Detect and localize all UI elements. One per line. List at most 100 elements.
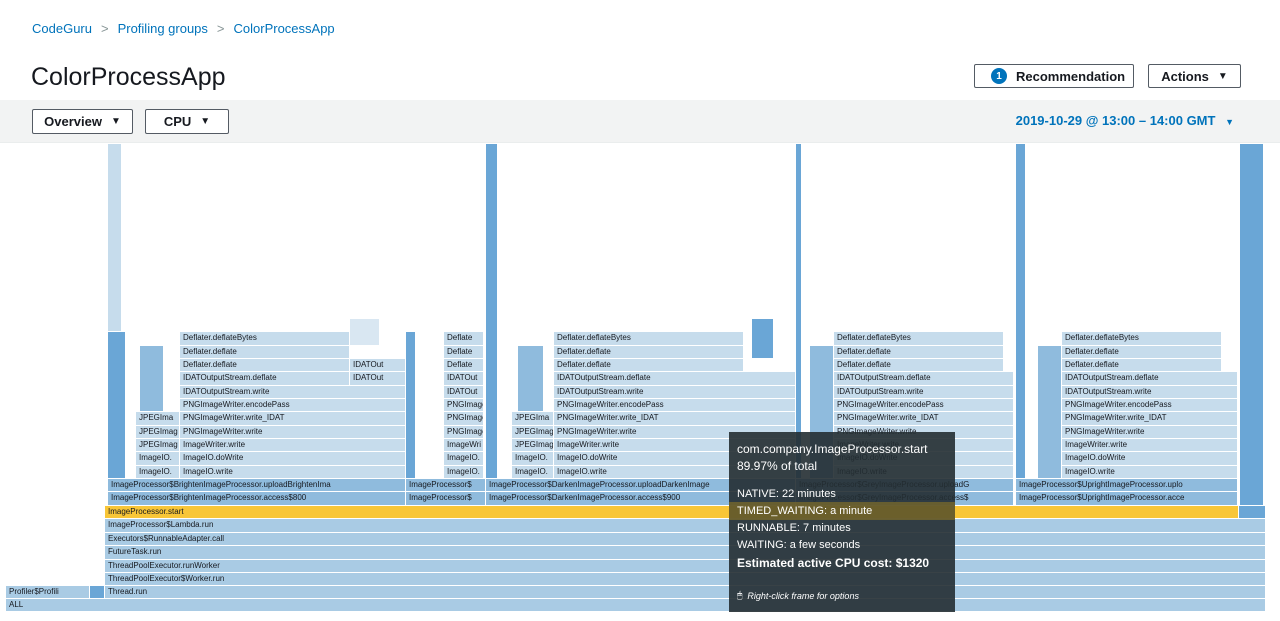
frame-futuretask-run[interactable]: FutureTask.run [105, 545, 1266, 559]
frame[interactable]: JPEGImag [512, 438, 554, 451]
frame[interactable]: ImageIO. [512, 465, 554, 478]
frame[interactable]: JPEGImag [136, 425, 180, 438]
frame[interactable]: IDATOut [444, 385, 484, 398]
frame[interactable]: PNGImageWriter.encodePass [1062, 398, 1238, 411]
frame[interactable]: ImageWri [444, 438, 484, 451]
frame-imageprocessor[interactable]: ImageProcessor$ [406, 478, 486, 491]
frame[interactable]: JPEGImag [512, 425, 554, 438]
frame[interactable]: Deflater.deflate [180, 345, 350, 358]
frame[interactable]: Deflater.deflateBytes [1062, 331, 1222, 345]
frame[interactable] [1239, 505, 1266, 518]
actions-button[interactable]: Actions ▼ [1148, 64, 1241, 88]
recommendation-button[interactable]: 1 Recommendation [974, 64, 1134, 88]
frame[interactable]: Deflate [444, 331, 484, 345]
frame[interactable]: ImageIO. [136, 451, 180, 465]
frame[interactable]: PNGImage [444, 425, 484, 438]
frame[interactable] [796, 143, 802, 478]
frame-runworker[interactable]: ThreadPoolExecutor.runWorker [105, 559, 1266, 572]
frame[interactable]: Deflater.deflateBytes [554, 331, 744, 345]
frame[interactable]: PNGImageWriter.write [1062, 425, 1238, 438]
frame[interactable]: PNGImage [444, 398, 484, 411]
frame[interactable]: JPEGIma [512, 411, 554, 425]
frame[interactable]: Deflater.deflate [1062, 345, 1222, 358]
breadcrumb-current[interactable]: ColorProcessApp [233, 21, 335, 36]
time-range-value: 2019-10-29 @ 13:00 – 14:00 GMT [1015, 113, 1216, 128]
frame[interactable] [518, 345, 544, 411]
frame[interactable] [108, 331, 126, 478]
frame-all[interactable]: ALL [6, 598, 1266, 611]
breadcrumb-profiling-groups[interactable]: Profiling groups [117, 21, 208, 36]
frame-imageprocessor-start[interactable]: ImageProcessor.start [105, 505, 1239, 518]
frame[interactable]: IDATOutputStream.write [554, 385, 796, 398]
frame[interactable]: ImageIO. [444, 451, 484, 465]
frame[interactable]: Deflater.deflate [554, 358, 744, 371]
frame[interactable] [1016, 143, 1026, 478]
frame[interactable]: Deflater.deflate [180, 358, 350, 371]
frame-imageprocessor[interactable]: ImageProcessor$ [406, 491, 486, 505]
frame[interactable]: IDATOut [350, 371, 406, 385]
frame[interactable]: ImageWriter.write [180, 438, 406, 451]
view-select[interactable]: Overview ▼ [32, 109, 133, 134]
frame[interactable] [1038, 345, 1062, 478]
frame[interactable]: Deflate [444, 345, 484, 358]
frame-lambda-run[interactable]: ImageProcessor$Lambda.run [105, 518, 1266, 532]
frame[interactable]: IDATOut [444, 371, 484, 385]
frame[interactable]: PNGImageWriter.write [180, 425, 406, 438]
frame[interactable]: PNGImageWriter.write_IDAT [180, 411, 406, 425]
frame[interactable] [1240, 143, 1264, 505]
metric-select[interactable]: CPU ▼ [145, 109, 229, 134]
frame[interactable]: JPEGIma [136, 411, 180, 425]
frame[interactable] [108, 143, 122, 331]
caret-down-icon: ▼ [1225, 117, 1234, 127]
frame[interactable]: ImageIO.write [1062, 465, 1238, 478]
breadcrumb-codeguru[interactable]: CodeGuru [32, 21, 92, 36]
frame[interactable]: IDATOutputStream.write [1062, 385, 1238, 398]
frame[interactable]: ImageIO. [136, 465, 180, 478]
frame[interactable]: PNGImageWriter.encodePass [554, 398, 796, 411]
frame[interactable]: Deflate [444, 358, 484, 371]
frame[interactable]: PNGImageWriter.write_IDAT [554, 411, 796, 425]
frame[interactable] [406, 331, 416, 478]
frame[interactable]: ImageWriter.write [1062, 438, 1238, 451]
frame[interactable] [90, 585, 105, 598]
frame-upright-access[interactable]: ImageProcessor$UprightImageProcessor.acc… [1016, 491, 1238, 505]
frame[interactable]: IDATOut [350, 358, 406, 371]
frame[interactable]: ImageIO.write [180, 465, 406, 478]
frame[interactable]: ImageIO.doWrite [1062, 451, 1238, 465]
frame[interactable]: IDATOutputStream.deflate [554, 371, 796, 385]
frame-upright-upload[interactable]: ImageProcessor$UprightImageProcessor.upl… [1016, 478, 1238, 491]
flame-graph[interactable]: ALL Profiler$Profili Thread.run ThreadPo… [0, 143, 1280, 621]
frame-brighten-upload[interactable]: ImageProcessor$BrightenImageProcessor.up… [108, 478, 406, 491]
frame[interactable]: PNGImageWriter.write_IDAT [1062, 411, 1238, 425]
frame[interactable]: Deflater.deflate [554, 345, 744, 358]
frame-thread-run[interactable]: Thread.run [105, 585, 1266, 598]
frame[interactable]: IDATOutputStream.deflate [1062, 371, 1238, 385]
frame[interactable]: ImageIO. [512, 451, 554, 465]
frame[interactable]: IDATOutputStream.deflate [834, 371, 1014, 385]
frame[interactable]: ImageIO. [444, 465, 484, 478]
frame[interactable]: Deflater.deflate [834, 358, 1004, 371]
frame[interactable]: Deflater.deflateBytes [834, 331, 1004, 345]
frame[interactable]: ImageIO.doWrite [180, 451, 406, 465]
frame[interactable] [350, 318, 380, 345]
frame[interactable]: IDATOutputStream.deflate [180, 371, 350, 385]
frame[interactable]: PNGImageWriter.encodePass [180, 398, 406, 411]
frame[interactable] [752, 318, 774, 358]
frame[interactable]: PNGImageWriter.encodePass [834, 398, 1014, 411]
frame-brighten-access[interactable]: ImageProcessor$BrightenImageProcessor.ac… [108, 491, 406, 505]
frame[interactable]: PNGImageWriter.write_IDAT [834, 411, 1014, 425]
frame-worker-run[interactable]: ThreadPoolExecutor$Worker.run [105, 572, 1266, 585]
frame-tooltip: com.company.ImageProcessor.start 89.97% … [729, 432, 955, 612]
frame[interactable] [486, 143, 498, 478]
frame[interactable]: IDATOutputStream.write [180, 385, 406, 398]
frame[interactable]: Deflater.deflate [1062, 358, 1222, 371]
frame[interactable]: Deflater.deflateBytes [180, 331, 350, 345]
frame-profiler[interactable]: Profiler$Profili [6, 585, 90, 598]
frame[interactable]: PNGImage [444, 411, 484, 425]
frame[interactable] [140, 345, 164, 411]
frame-runnableadapter[interactable]: Executors$RunnableAdapter.call [105, 532, 1266, 545]
time-range-selector[interactable]: 2019-10-29 @ 13:00 – 14:00 GMT ▼ [1016, 113, 1234, 128]
frame[interactable]: IDATOutputStream.write [834, 385, 1014, 398]
frame[interactable]: JPEGImag [136, 438, 180, 451]
frame[interactable]: Deflater.deflate [834, 345, 1004, 358]
